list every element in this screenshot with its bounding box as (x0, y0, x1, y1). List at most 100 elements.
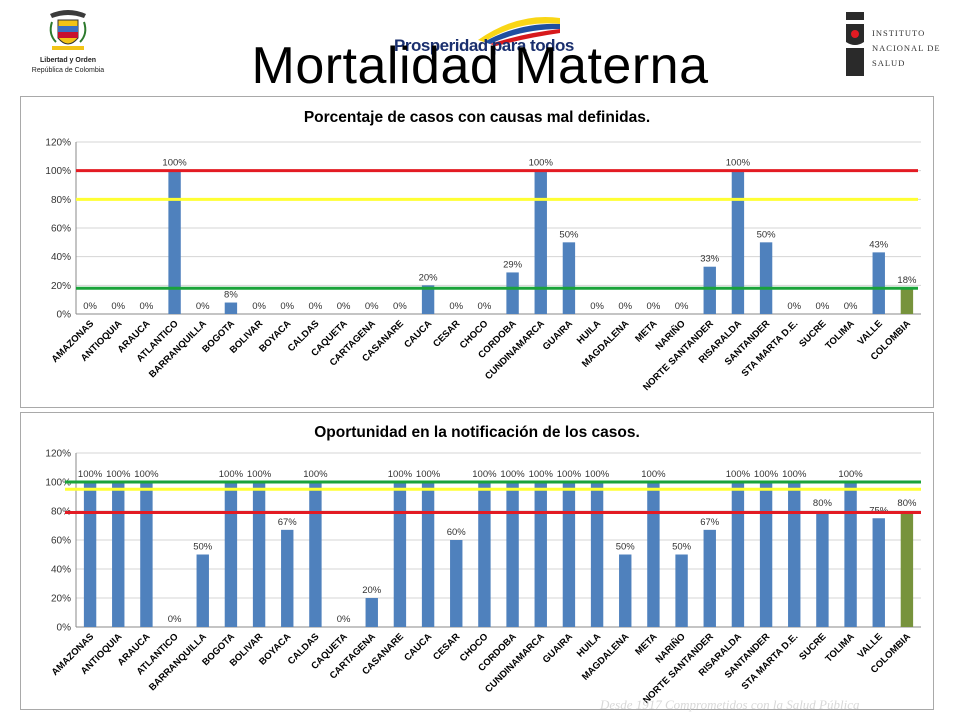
y-tick-label: 80% (51, 507, 71, 518)
y-tick-label: 100% (45, 166, 71, 177)
bar (140, 482, 153, 627)
data-label: 0% (252, 301, 266, 312)
data-label: 33% (700, 254, 720, 265)
data-label: 100% (219, 469, 244, 480)
y-tick-label: 60% (51, 536, 71, 547)
y-tick-label: 20% (51, 594, 71, 605)
data-label: 29% (503, 259, 523, 270)
data-label: 50% (193, 542, 213, 553)
bar (534, 482, 547, 627)
logo-left-line1: Libertad y Orden (39, 57, 96, 64)
data-label: 0% (590, 301, 604, 312)
bar (647, 482, 660, 627)
data-label: 0% (196, 301, 210, 312)
bar (252, 482, 266, 627)
bar (421, 482, 435, 627)
bar (590, 482, 604, 627)
y-tick-label: 0% (57, 623, 72, 634)
y-tick-label: 60% (51, 224, 71, 235)
data-label: 0% (478, 301, 492, 312)
bar (900, 288, 914, 314)
x-tick-label: TOLIMA (823, 318, 857, 352)
bar (196, 554, 209, 627)
data-label: 0% (675, 301, 689, 312)
data-label: 100% (388, 469, 413, 480)
ins-line3: SALUD (872, 58, 906, 68)
x-tick-label: CAUCA (402, 318, 434, 350)
footer-text: Desde 1917 Comprometidos con la Salud Pú… (600, 697, 860, 712)
x-tick-label: CESAR (431, 318, 462, 349)
data-label: 50% (672, 542, 692, 553)
data-label: 100% (782, 469, 807, 480)
bar (168, 170, 181, 314)
data-label: 0% (787, 301, 801, 312)
data-label: 100% (472, 469, 497, 480)
y-tick-label: 20% (51, 281, 71, 292)
bar (393, 482, 407, 627)
data-label: 0% (337, 614, 351, 625)
bar (759, 482, 773, 627)
bar (421, 285, 435, 314)
chart-oportunidad-notificacion-svg: Oportunidad en la notificación de los ca… (45, 424, 921, 706)
data-label: 8% (224, 290, 238, 301)
data-label: 100% (134, 469, 159, 480)
data-label: 100% (78, 469, 103, 480)
data-label: 100% (557, 469, 582, 480)
chart-title: Oportunidad en la notificación de los ca… (314, 424, 640, 441)
y-tick-label: 40% (51, 565, 71, 576)
data-label: 0% (365, 301, 379, 312)
bar (506, 272, 519, 314)
data-label: 0% (816, 301, 830, 312)
bar (759, 242, 773, 314)
bar (703, 529, 716, 627)
chart-oportunidad-notificacion: Oportunidad en la notificación de los ca… (20, 412, 934, 710)
data-label: 43% (869, 239, 889, 250)
bar (675, 554, 688, 627)
data-label: 100% (529, 158, 554, 169)
ins-line2: NACIONAL DE (872, 43, 941, 53)
data-label: 20% (419, 272, 439, 283)
data-label: 0% (309, 301, 323, 312)
x-tick-label: META (633, 318, 659, 344)
data-label: 0% (168, 614, 182, 625)
chart-causas-mal-definidas: Porcentaje de casos con causas mal defin… (20, 96, 934, 408)
data-label: 0% (449, 301, 463, 312)
data-label: 0% (111, 301, 125, 312)
data-label: 100% (500, 469, 525, 480)
ins-logo: INSTITUTO NACIONAL DE SALUD (842, 10, 952, 80)
data-label: 0% (393, 301, 407, 312)
bar (506, 482, 519, 627)
bar (478, 482, 491, 627)
x-tick-label: CAUCA (402, 631, 434, 663)
bar (844, 482, 857, 627)
bar (731, 170, 745, 314)
data-label: 80% (813, 498, 833, 509)
data-label: 50% (559, 229, 579, 240)
data-label: 0% (140, 301, 154, 312)
ins-line1: INSTITUTO (872, 28, 926, 38)
data-label: 100% (529, 469, 554, 480)
bar (900, 511, 914, 627)
chart-title: Porcentaje de casos con causas mal defin… (304, 109, 650, 126)
data-label: 0% (647, 301, 661, 312)
x-tick-label: CESAR (431, 631, 462, 662)
data-label: 100% (416, 469, 441, 480)
data-label: 100% (106, 469, 131, 480)
bar (872, 252, 885, 314)
data-label: 18% (897, 275, 917, 286)
x-tick-label: GUAIRA (541, 318, 575, 352)
data-label: 100% (303, 469, 328, 480)
colombia-coat-of-arms-logo: Libertad y Orden República de Colombia (30, 8, 106, 84)
chart-causas-mal-definidas-svg: Porcentaje de casos con causas mal defin… (45, 109, 921, 393)
data-label: 50% (616, 542, 636, 553)
data-label: 100% (838, 469, 863, 480)
data-label: 0% (618, 301, 632, 312)
data-label: 50% (757, 229, 777, 240)
data-label: 60% (447, 527, 467, 538)
data-label: 0% (844, 301, 858, 312)
bar (450, 540, 463, 627)
data-label: 80% (897, 498, 917, 509)
bar (816, 511, 829, 627)
x-tick-label: TOLIMA (823, 631, 857, 665)
bar (224, 302, 238, 314)
